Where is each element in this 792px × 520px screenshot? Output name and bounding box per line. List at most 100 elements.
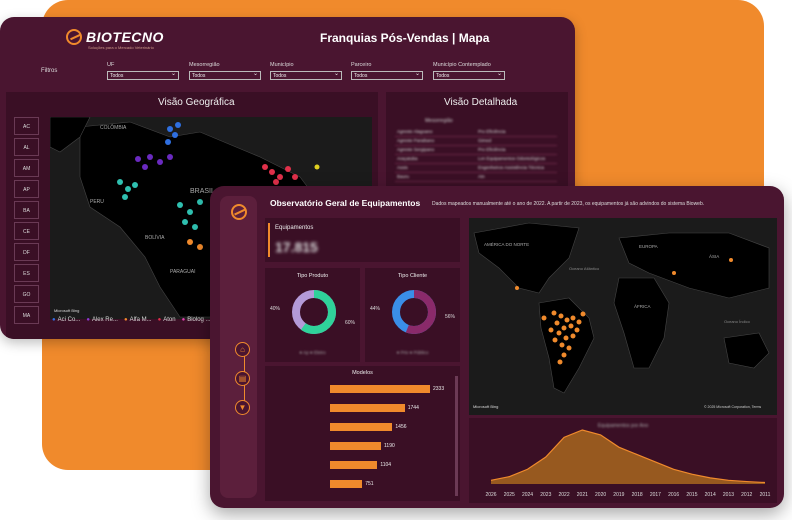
donut-product-panel: Tipo Produto 40% 60% ● Ap ● Eletro bbox=[265, 268, 360, 362]
map-dot-yellow bbox=[314, 164, 320, 170]
table-row[interactable]: Bauru Atn bbox=[395, 173, 557, 182]
map-label: BRASIL bbox=[190, 188, 215, 195]
geo-panel-title: Visão Geográfica bbox=[158, 97, 235, 108]
filter-label: Município bbox=[270, 62, 294, 68]
x-tick-label: 2020 bbox=[595, 492, 606, 498]
kpi-card: Equipamentos 17.815 bbox=[265, 218, 460, 262]
table-row[interactable]: Agreste Sergipano Pro Eficiência bbox=[395, 146, 557, 155]
state-item[interactable]: AM bbox=[14, 159, 39, 177]
table-row[interactable]: Agreste Paraibano Gimed bbox=[395, 137, 557, 146]
x-tick-label: 2016 bbox=[668, 492, 679, 498]
map-dots-orange bbox=[515, 258, 733, 365]
table-row[interactable]: Agreste Alagoano Pro Eficiência bbox=[395, 128, 557, 137]
x-tick-label: 2012 bbox=[741, 492, 752, 498]
chart-title: Modelos bbox=[352, 370, 373, 376]
x-tick-label: 2024 bbox=[522, 492, 533, 498]
map-label: BOLÍVIA bbox=[145, 234, 165, 241]
state-item[interactable]: AP bbox=[14, 180, 39, 198]
donut-pct-label: 56% bbox=[445, 314, 456, 320]
filter-uf: UF Todos bbox=[107, 62, 179, 80]
bar-value-label: 1744 bbox=[407, 405, 419, 411]
x-tick-label: 2014 bbox=[705, 492, 716, 498]
brand-logo: BIOTECNO bbox=[66, 29, 164, 45]
bar-row[interactable]: 751 bbox=[270, 479, 455, 489]
map-credit: Microsoft Bing bbox=[54, 308, 79, 313]
map-label: PERU bbox=[90, 199, 104, 205]
filter-parceiro: Parceiro Todos bbox=[351, 62, 423, 80]
scrollbar[interactable] bbox=[455, 376, 458, 496]
bar-value-label: 1456 bbox=[395, 424, 407, 430]
map-dots-purple bbox=[135, 154, 173, 170]
clipboard-icon[interactable]: ▤ bbox=[235, 371, 250, 386]
legend-item: Alex Re... bbox=[86, 317, 118, 323]
map-dots-red bbox=[262, 164, 298, 185]
donut-pct-label: 44% bbox=[370, 306, 381, 312]
models-bar-chart: Modelos 2333 1744 1456 1190 1104 751 bbox=[265, 366, 460, 501]
bar-row[interactable]: 1744 bbox=[270, 403, 455, 413]
bar bbox=[330, 480, 363, 488]
state-item[interactable]: AL bbox=[14, 138, 39, 156]
brand-tagline: Soluções para o Mercado Veterinário bbox=[88, 45, 154, 50]
filter-uf-select[interactable]: Todos bbox=[107, 70, 179, 80]
filters-label: Filtros bbox=[41, 68, 58, 74]
donut-slice bbox=[392, 290, 436, 334]
bar-value-label: 2333 bbox=[433, 386, 445, 392]
x-tick-label: 2025 bbox=[504, 492, 515, 498]
x-tick-label: 2026 bbox=[485, 492, 496, 498]
state-item[interactable]: MA bbox=[14, 306, 39, 324]
x-tick-label: 2021 bbox=[577, 492, 588, 498]
filter-mesorregiao-select[interactable]: Todos bbox=[189, 70, 261, 80]
page-title: Observatório Geral de Equipamentos bbox=[270, 198, 421, 208]
state-item[interactable]: ES bbox=[14, 264, 39, 282]
world-map[interactable]: AMÉRICA DO NORTE Oceano Atlântico EUROPA… bbox=[469, 218, 777, 415]
filter-municipio-contemplado-select[interactable]: Todos bbox=[433, 70, 505, 80]
sidebar: ⌂ ▤ ▼ bbox=[220, 196, 257, 498]
bar bbox=[330, 442, 381, 450]
donut-client-panel: Tipo Cliente 44% 56% ● Priv ● Público bbox=[365, 268, 460, 362]
donut-title: Tipo Cliente bbox=[397, 273, 428, 279]
legend-item: Alfa M... bbox=[124, 317, 152, 323]
kpi-label: Equipamentos bbox=[275, 225, 314, 231]
map-label: AMÉRICA DO NORTE bbox=[484, 241, 529, 247]
page-title: Franquias Pós-Vendas | Mapa bbox=[320, 31, 490, 45]
map-dots-teal bbox=[117, 179, 203, 230]
filter-label: Parceiro bbox=[351, 62, 372, 68]
x-tick-label: 2017 bbox=[650, 492, 661, 498]
map-label: Oceano Índico bbox=[724, 319, 751, 324]
filter-parceiro-select[interactable]: Todos bbox=[351, 70, 423, 80]
filter-municipio-select[interactable]: Todos bbox=[270, 70, 342, 80]
table-row[interactable]: Araçatuba Lvn Equipamentos Odontológicos bbox=[395, 155, 557, 164]
filter-municipio-contemplado: Município Contemplado Todos bbox=[433, 62, 505, 80]
state-item[interactable]: AC bbox=[14, 117, 39, 135]
bar-row[interactable]: 2333 bbox=[270, 384, 455, 394]
map-dots-blue bbox=[165, 122, 181, 145]
bar-row[interactable]: 1190 bbox=[270, 441, 455, 451]
donut-pct-label: 40% bbox=[270, 306, 281, 312]
donut-legend: ● Ap ● Eletro bbox=[299, 350, 326, 355]
area-chart-svg[interactable]: 2026 2025 2024 2023 2022 2021 2020 2019 2018 2017… bbox=[469, 418, 777, 503]
bar-row[interactable]: 1104 bbox=[270, 460, 455, 470]
map-label: EUROPA bbox=[639, 244, 658, 249]
state-item[interactable]: CE bbox=[14, 222, 39, 240]
donut-pct-label: 60% bbox=[345, 320, 356, 326]
filter-icon[interactable]: ▼ bbox=[235, 400, 250, 415]
state-item[interactable]: BA bbox=[14, 201, 39, 219]
detail-panel-title: Visão Detalhada bbox=[444, 97, 518, 108]
map-label: COLÔMBIA bbox=[100, 124, 127, 131]
state-item[interactable]: DF bbox=[14, 243, 39, 261]
filter-municipio: Município Todos bbox=[270, 62, 342, 80]
map-credit: Microsoft Bing bbox=[473, 404, 498, 409]
bar-value-label: 1190 bbox=[384, 443, 395, 449]
filter-label: UF bbox=[107, 62, 115, 68]
bar-row[interactable]: 1456 bbox=[270, 422, 455, 432]
state-item[interactable]: GO bbox=[14, 285, 39, 303]
home-icon[interactable]: ⌂ bbox=[235, 342, 250, 357]
donut-product-chart[interactable] bbox=[290, 288, 338, 336]
donut-client-chart[interactable] bbox=[390, 288, 438, 336]
kpi-value: 17.815 bbox=[275, 239, 318, 255]
page-subtitle: Dados mapeados manualmente até o ano de … bbox=[432, 201, 705, 207]
state-slicer: AC AL AM AP BA CE DF ES GO MA bbox=[14, 117, 39, 327]
table-row[interactable]: Assis Engenheiros Assistência Técnica bbox=[395, 164, 557, 173]
filter-mesorregiao: Mesorregião Todos bbox=[189, 62, 261, 80]
x-tick-label: 2019 bbox=[613, 492, 624, 498]
